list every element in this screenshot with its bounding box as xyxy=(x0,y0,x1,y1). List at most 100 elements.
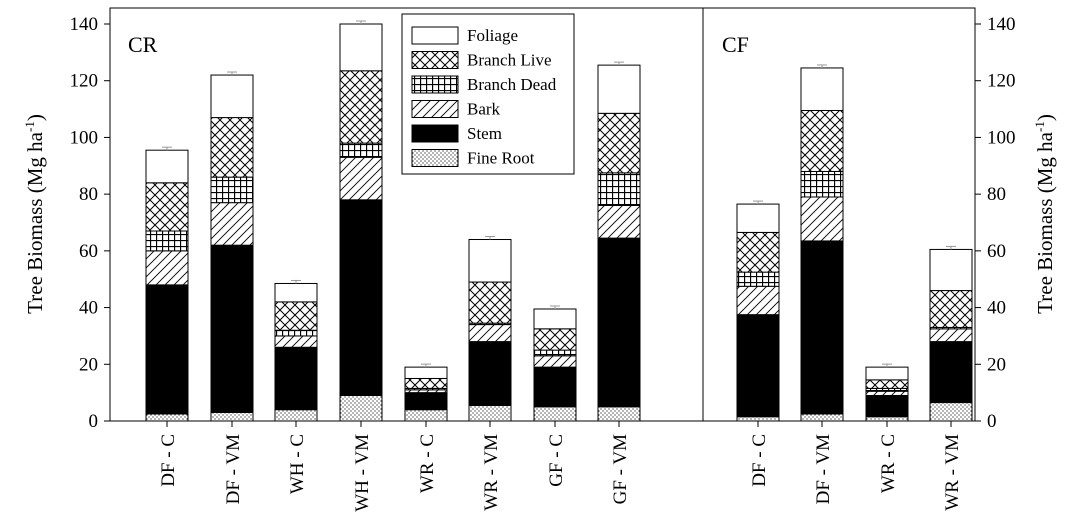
y-tick-label-left: 100 xyxy=(70,127,99,148)
bar-cf-df-c-branch-live xyxy=(736,231,780,273)
bar-cf-df-c-stem xyxy=(736,314,780,418)
bar-cf-wr-c-fine-root xyxy=(865,416,909,422)
bar-cr-wh-c-branch-live xyxy=(274,301,318,331)
y-axis-title-right: Tree Biomass (Mg ha-1) xyxy=(1032,114,1057,314)
legend: Foliage Branch Live Branch Dead Bark Stem Fin… xyxy=(401,13,575,175)
bar-cf-df-vm-foliage xyxy=(800,67,844,111)
y-tick-label-left: 40 xyxy=(79,298,98,319)
legend-swatch-foliage xyxy=(411,26,459,45)
legend-label-branch-dead: Branch Dead xyxy=(467,75,557,94)
legend-label-branch-live: Branch Live xyxy=(467,51,552,70)
bar-cr-gf-c-fine-root xyxy=(533,406,577,422)
bar-cr-wh-c-fine-root xyxy=(274,409,318,422)
bar-cr-gf-vm-bark xyxy=(597,204,641,239)
bar-cf-wr-vm-branch-live xyxy=(929,290,973,328)
bar-cr-df-c-branch-live xyxy=(145,182,189,232)
bar-cr-df-vm-stem xyxy=(210,244,254,413)
bar-cr-gf-vm-branch-live xyxy=(597,112,641,174)
axis-ticks: 0 0 20 20 40 40 60 60 80 80 100 100 120 120 140 140 xyxy=(70,14,1016,432)
x-tick-label-cf-wr-vm: WR - VM xyxy=(942,434,963,511)
y-tick-label-left: 0 xyxy=(89,411,99,432)
y-tick-label-left: 80 xyxy=(79,184,98,205)
bar-cr-gf-vm-fine-root xyxy=(597,406,641,422)
bar-cr-gf-vm-foliage xyxy=(597,64,641,114)
legend-swatch-fine-root xyxy=(411,149,459,167)
bar-cr-df-vm-branch-dead xyxy=(210,176,254,204)
bar-cr-gf-vm-branch-dead xyxy=(597,172,641,206)
bar-cf-wr-c-branch-live xyxy=(865,379,909,389)
bar-cr-gf-c-stem xyxy=(533,366,577,408)
bar-cr-df-vm-bark xyxy=(210,202,254,246)
bar-cr-df-vm-fine-root xyxy=(210,411,254,422)
y-axis-title-left: Tree Biomass (Mg ha-1) xyxy=(22,114,47,314)
y-tick-label-right: 100 xyxy=(987,127,1016,148)
y-tick-label-right: 20 xyxy=(987,354,1006,375)
y-axis-title-left-text: Tree Biomass (Mg ha xyxy=(23,131,47,313)
x-tick-label-cr-wr-c: WR - C xyxy=(417,434,438,493)
bar-cf-df-c-branch-dead xyxy=(736,271,780,287)
bar-cr-wh-vm-foliage xyxy=(339,23,383,72)
y-axis-title-right-close: ) xyxy=(1033,114,1057,121)
y-tick-label-right: 140 xyxy=(987,14,1016,35)
legend-label-stem: Stem xyxy=(467,124,502,143)
bar-cf-wr-c-bark xyxy=(865,390,909,396)
bar-cf-df-vm-branch-dead xyxy=(800,170,844,198)
x-tick-label-cr-gf-vm: GF - VM xyxy=(610,434,631,504)
y-tick-label-right: 80 xyxy=(987,184,1006,205)
bar-cr-wh-c-foliage xyxy=(274,282,318,303)
bar-cr-wh-vm-bark xyxy=(339,156,383,201)
y-axis-title-right-sup: -1 xyxy=(1032,121,1047,132)
bar-cr-df-c-branch-dead xyxy=(145,230,189,252)
bar-cr-gf-c-bark xyxy=(533,355,577,368)
x-tick-labels: DF - C DF - VM WH - C WH - VM WR - C WR - VM G… xyxy=(158,421,963,512)
bar-cr-wh-vm-branch-dead xyxy=(339,142,383,158)
bar-cf-df-vm-stem xyxy=(800,240,844,415)
x-tick-label-cf-df-c: DF - C xyxy=(749,434,770,487)
bar-cr-wr-c-stem xyxy=(404,392,448,411)
y-tick-label-right: 120 xyxy=(987,71,1016,92)
bar-cf-wr-vm-bark xyxy=(929,328,973,343)
legend-swatch-branch-live xyxy=(411,51,459,69)
legend-swatch-stem xyxy=(411,124,459,143)
bar-cr-df-c-stem xyxy=(145,284,189,415)
bar-cf-wr-vm-stem xyxy=(929,341,973,404)
bars xyxy=(145,20,973,422)
bar-cr-wh-vm-fine-root xyxy=(339,394,383,422)
bar-cr-wr-vm-branch-live xyxy=(468,281,512,324)
x-tick-label-cf-wr-c: WR - C xyxy=(878,434,899,493)
x-tick-label-cr-df-vm: DF - VM xyxy=(223,434,244,504)
y-tick-label-right: 0 xyxy=(987,411,997,432)
bar-cr-gf-c-foliage xyxy=(533,308,577,330)
bar-cf-wr-vm-foliage xyxy=(929,248,973,292)
bar-cr-df-vm-foliage xyxy=(210,74,254,119)
bar-cr-wh-vm-branch-live xyxy=(339,70,383,144)
bar-cf-wr-c-foliage xyxy=(865,366,909,381)
legend-label-foliage: Foliage xyxy=(467,26,518,45)
y-axis-title-left-close: ) xyxy=(23,114,47,121)
y-tick-label-right: 40 xyxy=(987,298,1006,319)
bar-cr-wr-vm-foliage xyxy=(468,239,512,283)
x-tick-label-cr-wh-vm: WH - VM xyxy=(352,434,373,512)
y-tick-label-left: 60 xyxy=(79,241,98,262)
bar-cr-wh-c-bark xyxy=(274,335,318,348)
bar-cf-df-vm-fine-root xyxy=(800,413,844,422)
legend-label-fine-root: Fine Root xyxy=(467,149,535,168)
bar-cr-gf-c-branch-live xyxy=(533,328,577,351)
bar-cr-wr-c-branch-live xyxy=(404,377,448,389)
bar-cr-df-c-bark xyxy=(145,250,189,286)
bar-cf-df-vm-bark xyxy=(800,196,844,242)
bar-cr-wh-c-branch-dead xyxy=(274,329,318,337)
bar-cf-df-c-foliage xyxy=(736,203,780,233)
panel-label-cf: CF xyxy=(722,32,749,57)
bar-cr-df-c-foliage xyxy=(145,149,189,184)
y-tick-label-left: 20 xyxy=(79,354,98,375)
bar-cr-wr-vm-stem xyxy=(468,341,512,406)
bar-cr-wr-c-fine-root xyxy=(404,409,448,422)
y-axis-title-right-text: Tree Biomass (Mg ha xyxy=(1033,131,1057,313)
bar-cr-wh-vm-stem xyxy=(339,199,383,396)
bar-cf-df-vm-branch-live xyxy=(800,109,844,172)
panel-label-cr: CR xyxy=(128,32,158,57)
legend-swatch-branch-dead xyxy=(411,75,459,94)
y-tick-label-left: 120 xyxy=(70,71,99,92)
x-tick-label-cf-df-vm: DF - VM xyxy=(813,434,834,504)
